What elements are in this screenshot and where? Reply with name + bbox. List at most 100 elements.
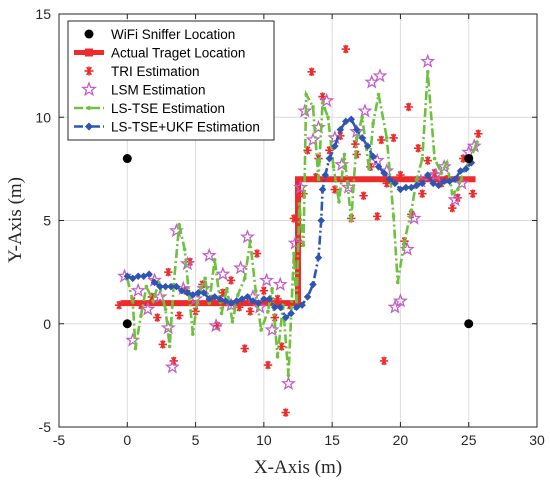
data-point <box>439 171 444 175</box>
data-point <box>395 280 400 285</box>
y-tick-label: 15 <box>35 6 51 22</box>
data-point <box>418 189 427 198</box>
data-point <box>316 177 321 181</box>
data-point <box>402 183 410 192</box>
data-point <box>272 276 288 291</box>
data-point <box>320 100 325 105</box>
data-point <box>207 301 212 305</box>
data-point <box>462 165 470 173</box>
data-point <box>254 299 263 307</box>
data-point <box>164 267 173 277</box>
data-point <box>289 214 299 223</box>
data-point <box>434 181 443 190</box>
data-point <box>321 171 330 179</box>
data-point <box>130 299 135 303</box>
x-tick-label: 30 <box>529 432 545 448</box>
data-point <box>273 294 282 304</box>
legend-box <box>67 20 275 141</box>
data-point <box>145 270 153 278</box>
data-point <box>292 251 296 256</box>
data-point <box>169 356 178 366</box>
data-point <box>407 183 416 192</box>
data-point <box>280 375 296 390</box>
data-point <box>265 295 274 303</box>
data-point <box>263 360 273 370</box>
data-point <box>376 92 381 97</box>
data-point <box>133 346 138 351</box>
data-point <box>246 307 255 316</box>
data-point <box>337 200 341 204</box>
data-point <box>276 303 285 311</box>
data-point <box>455 187 460 192</box>
data-point <box>347 115 356 124</box>
legend-marker <box>87 106 91 110</box>
data-point <box>425 70 430 74</box>
data-point <box>415 177 419 181</box>
data-point <box>292 303 301 311</box>
data-point <box>177 222 181 227</box>
x-tick-label: 0 <box>123 432 131 448</box>
data-point <box>360 115 364 120</box>
data-point <box>314 253 323 262</box>
data-point <box>349 218 354 223</box>
data-point <box>243 293 252 301</box>
data-point <box>264 322 280 337</box>
data-point <box>307 67 316 77</box>
data-point <box>363 142 372 150</box>
data-point <box>372 68 388 83</box>
series-0 <box>122 154 474 329</box>
legend-label: Actual Traget Location <box>111 46 245 61</box>
data-point <box>451 175 459 183</box>
data-series <box>114 44 483 417</box>
data-point <box>326 115 330 120</box>
data-point <box>240 344 249 353</box>
data-point <box>248 239 252 243</box>
data-point <box>303 293 312 301</box>
data-point <box>281 313 290 322</box>
data-point <box>387 299 403 314</box>
data-point <box>456 167 465 175</box>
legend-label: WiFi Sniffer Location <box>111 27 235 42</box>
data-point <box>259 272 275 287</box>
legend-marker <box>84 29 94 39</box>
data-point <box>373 212 382 221</box>
data-point <box>297 202 302 206</box>
data-point <box>260 295 268 303</box>
data-point <box>464 319 474 329</box>
data-point <box>354 136 359 140</box>
data-point <box>392 293 408 308</box>
data-point <box>215 266 231 281</box>
data-point <box>281 408 290 417</box>
data-point <box>311 105 315 109</box>
data-point <box>174 311 184 320</box>
y-tick-label: 10 <box>35 109 51 125</box>
data-point <box>189 291 197 299</box>
data-point <box>122 154 132 164</box>
data-point <box>404 102 413 112</box>
data-point <box>358 134 366 142</box>
x-tick-label: 10 <box>256 432 272 448</box>
axis-ticks: -5 0 5 10 15 20 25 30 -5 0 5 10 15 <box>35 6 545 448</box>
data-point <box>225 286 229 291</box>
data-point <box>429 179 437 188</box>
series-5 <box>123 115 476 322</box>
data-point <box>208 317 224 333</box>
data-point <box>468 189 478 198</box>
data-point <box>172 282 181 291</box>
legend-entry-2: TRI Estimation <box>84 64 200 79</box>
data-point <box>336 125 345 134</box>
data-point <box>445 160 449 165</box>
data-point <box>301 243 306 248</box>
data-point <box>194 289 203 297</box>
data-point <box>188 291 204 306</box>
x-tick-label: 20 <box>393 432 409 448</box>
y-tick-label: 5 <box>43 213 51 229</box>
data-point <box>305 132 321 147</box>
data-point <box>318 185 327 194</box>
data-point <box>139 313 143 318</box>
data-point <box>287 235 303 250</box>
data-point <box>183 289 192 297</box>
data-point <box>325 154 334 163</box>
data-point <box>201 247 217 262</box>
